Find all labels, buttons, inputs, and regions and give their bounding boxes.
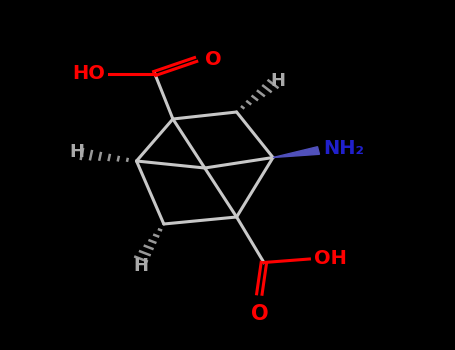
Polygon shape — [273, 147, 319, 158]
Text: H: H — [134, 257, 148, 275]
Text: OH: OH — [314, 250, 347, 268]
Text: NH₂: NH₂ — [323, 139, 364, 158]
Text: O: O — [251, 304, 268, 324]
Text: H: H — [270, 71, 285, 90]
Text: O: O — [205, 50, 222, 69]
Text: HO: HO — [72, 64, 105, 83]
Text: H: H — [70, 143, 85, 161]
